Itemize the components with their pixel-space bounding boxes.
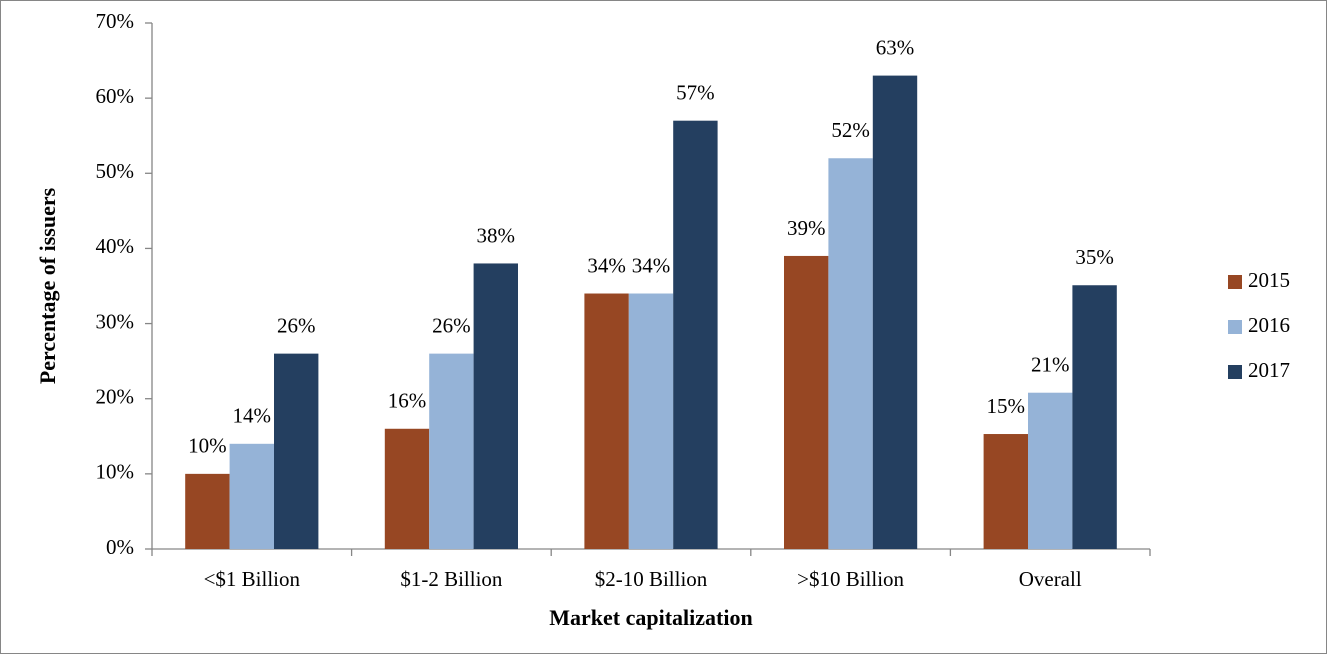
x-tick-label: >$10 Billion <box>797 567 904 591</box>
data-label: 39% <box>787 216 826 240</box>
data-label: 57% <box>676 80 715 104</box>
bar <box>983 434 1028 549</box>
x-tick-label: <$1 Billion <box>204 567 301 591</box>
data-label: 34% <box>587 253 626 277</box>
data-label: 14% <box>233 404 272 428</box>
legend-label: 2015 <box>1248 268 1290 292</box>
y-tick-label: 30% <box>96 309 135 333</box>
data-label: 38% <box>477 223 516 247</box>
y-axis-label: Percentage of issuers <box>35 187 60 384</box>
y-tick-label: 20% <box>96 385 135 409</box>
y-tick-label: 50% <box>96 159 135 183</box>
bar <box>828 158 873 549</box>
x-tick-label: $2-10 Billion <box>595 567 708 591</box>
data-label: 35% <box>1075 245 1114 269</box>
data-label: 15% <box>987 394 1026 418</box>
y-tick-label: 70% <box>96 9 135 33</box>
data-label: 34% <box>632 253 671 277</box>
data-label: 63% <box>876 35 915 59</box>
legend-swatch <box>1228 275 1242 289</box>
y-tick-label: 0% <box>106 535 134 559</box>
data-label: 26% <box>277 313 316 337</box>
data-label: 26% <box>432 313 471 337</box>
bar <box>784 255 829 549</box>
bar <box>429 353 474 549</box>
legend-swatch <box>1228 365 1242 379</box>
bar <box>673 120 718 549</box>
bar <box>872 75 918 549</box>
x-tick-label: Overall <box>1019 567 1082 591</box>
bar <box>185 473 230 549</box>
y-tick-label: 40% <box>96 234 135 258</box>
bar <box>584 293 629 549</box>
bar <box>473 263 518 549</box>
bar <box>384 428 430 549</box>
data-label: 52% <box>831 118 870 142</box>
y-tick-label: 10% <box>96 460 135 484</box>
legend-label: 2016 <box>1248 313 1290 337</box>
legend-label: 2017 <box>1248 358 1290 382</box>
data-label: 10% <box>188 434 227 458</box>
x-tick-label: $1-2 Billion <box>400 567 503 591</box>
data-label: 16% <box>388 389 427 413</box>
bar <box>274 353 319 549</box>
bar <box>1028 392 1073 549</box>
legend-swatch <box>1228 320 1242 334</box>
y-tick-label: 60% <box>96 84 135 108</box>
data-label: 21% <box>1031 353 1070 377</box>
bar <box>628 293 674 549</box>
x-axis-label: Market capitalization <box>549 605 752 630</box>
bar <box>229 443 274 549</box>
bar <box>1072 285 1117 549</box>
